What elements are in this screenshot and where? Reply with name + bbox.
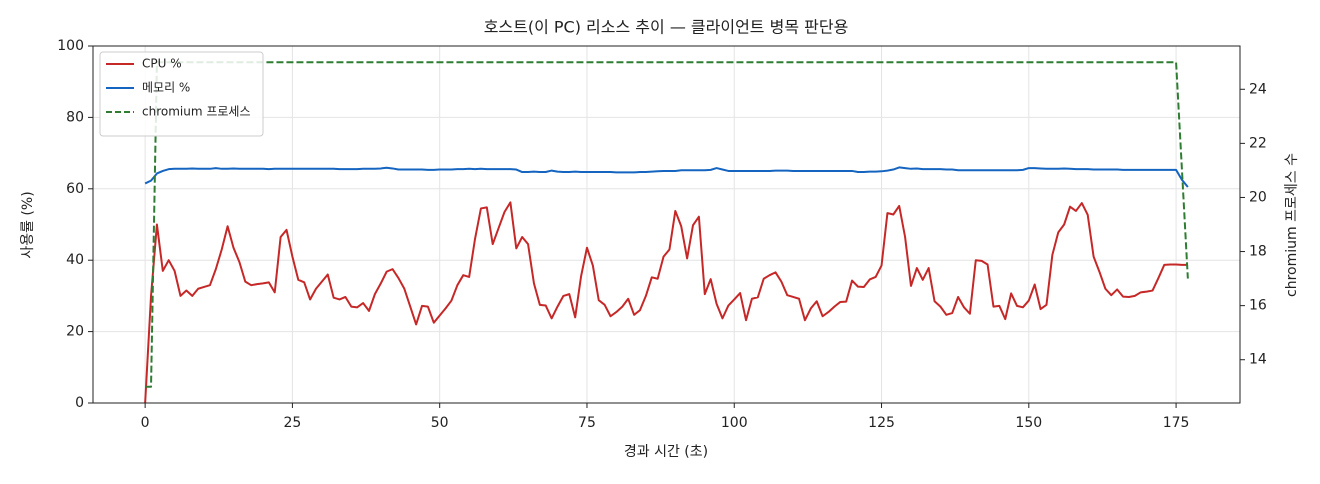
y-axis-label: 사용률 (%) xyxy=(20,191,36,258)
x-tick-label: 25 xyxy=(284,415,302,431)
y-tick-label: 0 xyxy=(75,395,84,411)
series-line xyxy=(145,61,1189,388)
y-tick-label: 40 xyxy=(66,252,84,268)
y-tick-label: 100 xyxy=(57,38,84,54)
y2-axis-label: chromium 프로세스 수 xyxy=(1284,153,1300,297)
series-line xyxy=(144,201,1188,404)
y-tick-label: 20 xyxy=(66,324,84,340)
x-tick-label: 175 xyxy=(1163,415,1190,431)
series-line xyxy=(144,166,1189,188)
chart-title: 호스트(이 PC) 리소스 추이 — 클라이언트 병목 판단용 xyxy=(484,18,849,37)
legend-label: 메모리 % xyxy=(142,81,190,95)
y2-tick-label: 20 xyxy=(1249,189,1267,205)
x-axis-label: 경과 시간 (초) xyxy=(624,444,708,460)
x-tick-label: 75 xyxy=(578,415,596,431)
y2-tick-label: 18 xyxy=(1249,244,1267,260)
plot-frame xyxy=(92,45,1241,404)
x-tick-label: 0 xyxy=(141,415,150,431)
y-tick-label: 60 xyxy=(66,181,84,197)
y2-tick-label: 14 xyxy=(1249,352,1267,368)
y-tick-label: 80 xyxy=(66,109,84,125)
x-tick-label: 150 xyxy=(1015,415,1042,431)
y2-tick-label: 24 xyxy=(1249,81,1267,97)
x-tick-label: 50 xyxy=(431,415,449,431)
x-tick-label: 125 xyxy=(868,415,895,431)
legend-box xyxy=(99,51,264,137)
x-tick-label: 100 xyxy=(721,415,748,431)
y2-tick-label: 16 xyxy=(1249,298,1267,314)
legend-label: chromium 프로세스 xyxy=(142,105,251,119)
legend-label: CPU % xyxy=(142,57,182,71)
legend: CPU % 메모리 % chromium 프로세스 xyxy=(99,51,264,137)
y2-tick-label: 22 xyxy=(1249,135,1267,151)
